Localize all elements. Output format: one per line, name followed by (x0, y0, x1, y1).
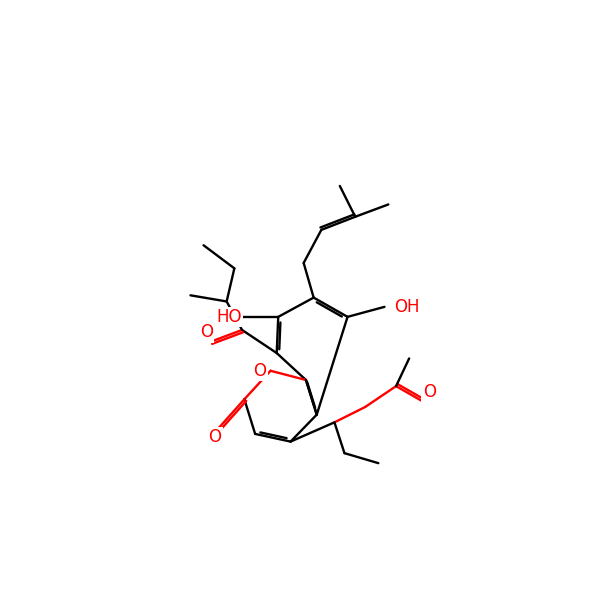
Text: HO: HO (216, 308, 242, 326)
Text: O: O (253, 362, 266, 380)
Text: O: O (200, 323, 213, 341)
Text: O: O (422, 383, 436, 401)
Text: O: O (209, 428, 221, 446)
Text: OH: OH (394, 298, 419, 316)
